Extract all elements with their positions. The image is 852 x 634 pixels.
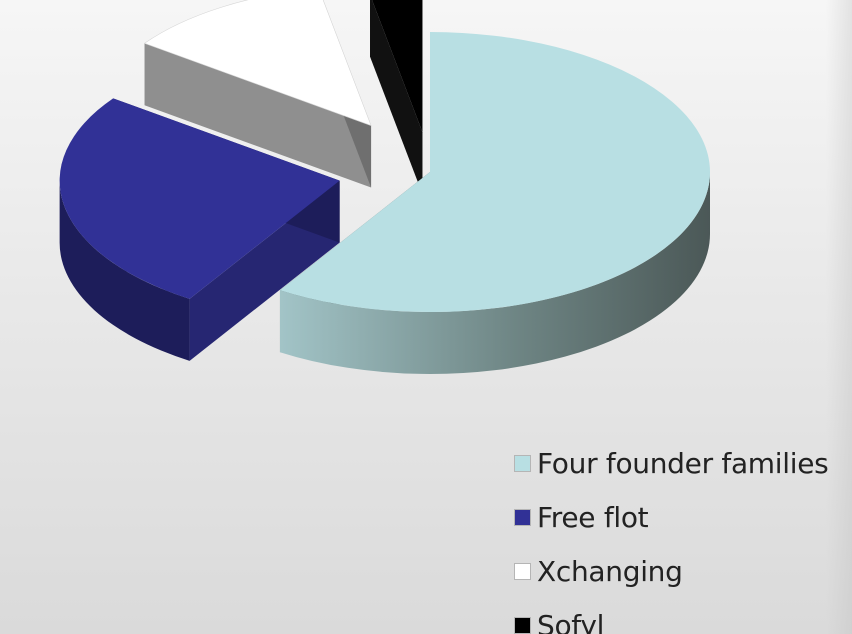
slice-top-face [279,32,710,312]
slice-side-face [144,43,372,188]
legend-item-xchanging: Xchanging [514,544,844,598]
pie-slice-xchanging [143,0,372,188]
slice-side-face [370,0,423,195]
legend-swatch-xchanging [514,562,531,580]
slice-top-face [59,98,340,299]
slice-top-face [372,0,423,133]
legend-label: Four founder families [537,446,829,480]
background-strip [826,0,852,634]
slice-rim [279,172,710,374]
slice-rim [59,180,190,361]
pie-slice-sofyl [370,0,423,195]
pie-slice-four-founder-families [279,32,710,374]
legend-item-four-founder-families: Four founder families [514,436,844,490]
legend-label: Free flot [537,500,649,534]
legend-swatch-free-flot [514,508,531,526]
legend-label: Xchanging [537,554,683,588]
slice-top-face [143,0,372,127]
legend-swatch-sofyl [514,616,531,634]
legend-item-sofyl: Sofyl [514,598,844,634]
legend-item-free-flot: Free flot [514,490,844,544]
chart-legend: Four founder families Free flot Xchangin… [514,436,844,634]
pie-slice-free-flot [59,98,340,361]
legend-swatch-four-founder-families [514,454,531,472]
legend-label: Sofyl [537,608,605,634]
